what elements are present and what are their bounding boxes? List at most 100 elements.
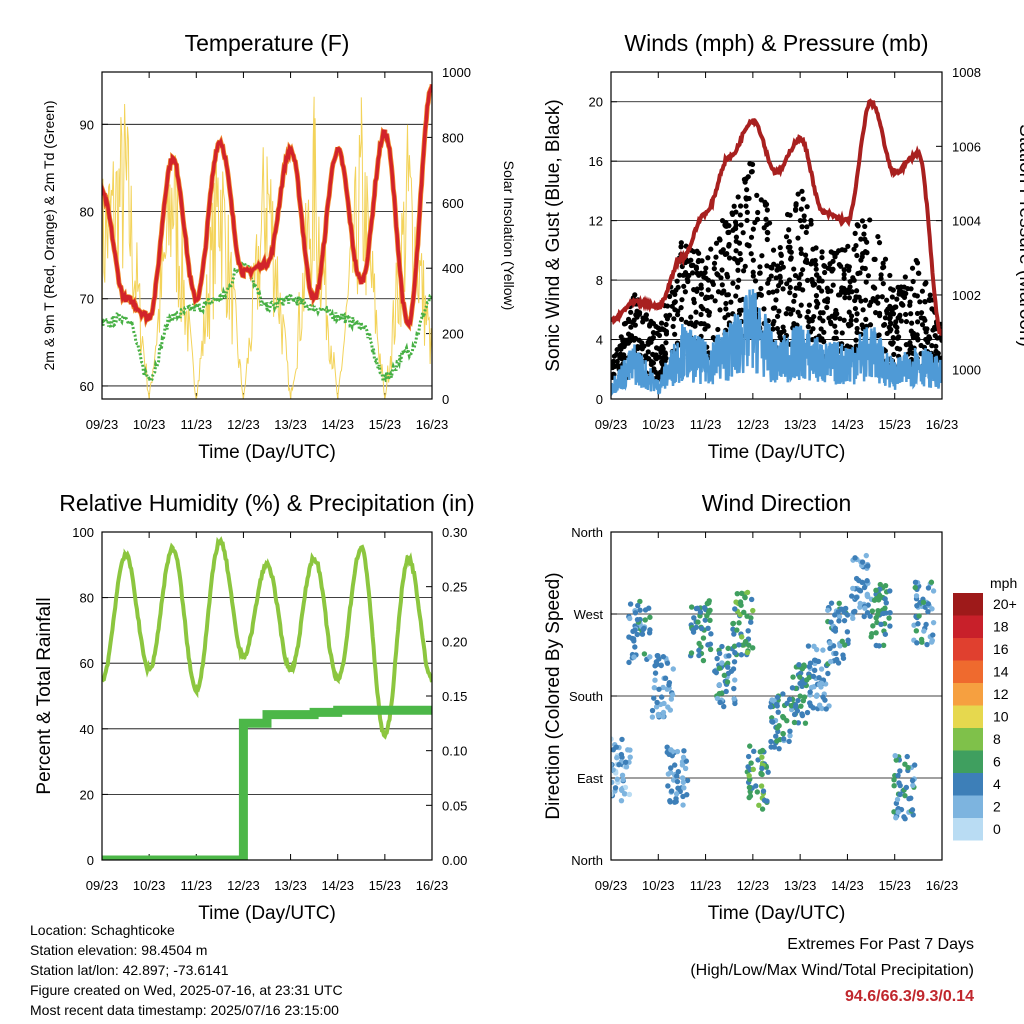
direction-point [626, 791, 633, 798]
direction-point [810, 705, 816, 711]
gust-point [866, 302, 873, 308]
direction-point [626, 659, 632, 666]
direction-point [839, 638, 845, 644]
direction-point [662, 675, 669, 681]
gust-point [914, 310, 921, 317]
gust-point [699, 258, 705, 264]
direction-point [736, 620, 742, 626]
direction-ylabel-left: Direction (Colored By Speed) [543, 572, 564, 819]
gust-point [914, 260, 921, 266]
direction-point [802, 720, 809, 726]
gust-point [914, 332, 920, 338]
direction-point [875, 611, 881, 618]
direction-point [776, 722, 782, 729]
direction-point [697, 609, 704, 615]
gust-point [724, 274, 731, 280]
gust-point [674, 278, 680, 284]
direction-point [611, 767, 616, 773]
gust-point [817, 310, 824, 316]
direction-ytick-label: South [569, 689, 603, 704]
gust-point [678, 244, 684, 250]
direction-point [909, 807, 916, 813]
gust-point [758, 197, 764, 203]
direction-point [668, 696, 675, 702]
gust-point [804, 204, 810, 210]
direction-point [737, 600, 744, 606]
direction-point [649, 714, 656, 720]
gust-point [873, 298, 879, 304]
direction-point [745, 628, 751, 634]
gust-point [645, 349, 651, 355]
direction-point [612, 785, 619, 791]
gust-point [786, 238, 792, 245]
direction-point [622, 759, 629, 765]
gust-point [793, 285, 799, 291]
direction-point [675, 768, 682, 775]
gust-point [698, 285, 704, 291]
gust-point [851, 246, 857, 252]
winds-ytick-label: 16 [589, 154, 603, 169]
gust-point [892, 323, 898, 329]
direction-point [736, 642, 742, 648]
gust-point [845, 321, 851, 328]
humidity-xtick-label: 13/23 [274, 878, 307, 893]
gust-point [622, 355, 628, 361]
legend-swatch [953, 593, 983, 616]
direction-point [668, 765, 674, 771]
recent-timestamp-text: Most recent data timestamp: 2025/07/16 2… [30, 1002, 339, 1018]
gust-point [683, 319, 689, 325]
direction-point [734, 590, 740, 597]
gust-point [634, 314, 640, 320]
gust-point [736, 307, 743, 314]
direction-point [744, 649, 751, 656]
direction-point [674, 773, 680, 779]
direction-point [841, 617, 848, 624]
direction-point [632, 644, 638, 650]
direction-point [660, 653, 667, 660]
direction-point [691, 615, 697, 621]
direction-point [716, 690, 723, 697]
direction-point [832, 612, 838, 618]
direction-point [733, 599, 739, 605]
gust-point [839, 330, 845, 336]
direction-point [784, 700, 790, 707]
gust-point [791, 266, 797, 272]
direction-point [700, 657, 707, 664]
direction-point [913, 593, 920, 599]
gust-point [778, 251, 784, 257]
gust-point [873, 310, 879, 316]
direction-point [869, 608, 876, 614]
gust-point [795, 235, 801, 241]
humidity-ytick-label: 100 [72, 525, 94, 540]
direction-point [619, 772, 626, 778]
gust-point [907, 299, 913, 305]
gust-point [880, 260, 886, 266]
direction-point [627, 615, 633, 622]
direction-point [758, 770, 764, 776]
legend-label: 8 [993, 731, 1001, 747]
legend-label: 20+ [993, 596, 1017, 612]
direction-point [634, 616, 641, 623]
direction-panel: Wind Direction Time (Day/UTC) Direction (C… [543, 490, 958, 924]
gust-point [694, 270, 700, 276]
gust-point [924, 336, 930, 343]
humidity-xtick-label: 10/23 [133, 878, 166, 893]
gust-point [863, 279, 869, 285]
direction-point [909, 777, 916, 784]
direction-point [726, 653, 732, 659]
direction-point [845, 637, 851, 643]
direction-point [921, 628, 927, 634]
legend-swatch [953, 795, 983, 818]
direction-point [811, 667, 818, 674]
station-info: Location: Schaghticoke Station elevation… [30, 920, 343, 1020]
gust-point [798, 246, 804, 252]
gust-point [922, 281, 928, 287]
direction-point [701, 604, 708, 611]
extremes-block: Extremes For Past 7 Days (High/Low/Max W… [690, 932, 974, 1010]
humidity-ytick-right-label: 0.10 [442, 744, 467, 759]
legend-label: 4 [993, 776, 1001, 792]
gust-point [738, 222, 744, 228]
direction-point [620, 776, 626, 783]
gust-point [788, 256, 794, 262]
direction-point [717, 699, 723, 706]
